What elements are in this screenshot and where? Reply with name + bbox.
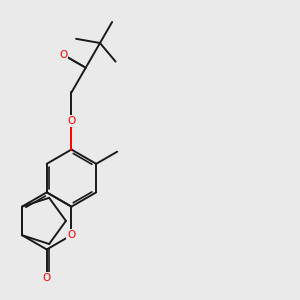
Text: O: O — [43, 273, 51, 283]
Text: O: O — [59, 50, 68, 60]
Text: O: O — [67, 116, 76, 126]
Text: O: O — [67, 230, 76, 240]
